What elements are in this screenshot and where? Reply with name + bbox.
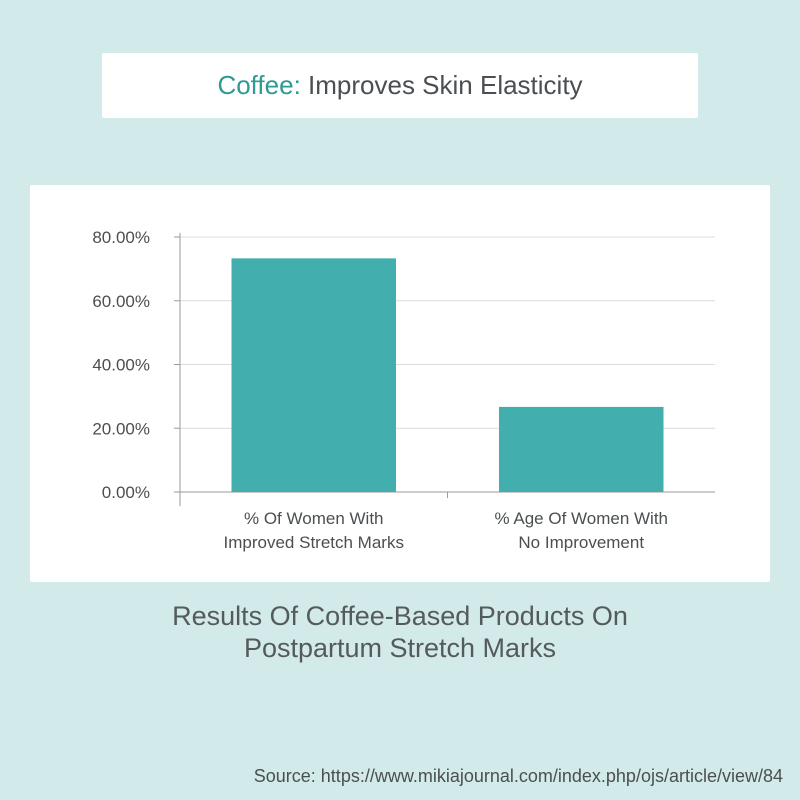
title-accent: Coffee: (217, 70, 301, 100)
caption-line-1: Results Of Coffee-Based Products On (172, 601, 628, 631)
y-tick-label: 80.00% (92, 228, 150, 247)
bar-chart: 0.00% 20.00% 40.00% 60.00% 80.00% % Of Women … (92, 228, 715, 552)
title-banner: Coffee: Improves Skin Elasticity (102, 53, 698, 118)
y-tick-label: 60.00% (92, 292, 150, 311)
chart-caption: Results Of Coffee-Based Products On Post… (0, 600, 800, 664)
source-text: Source: https://www.mikiajournal.com/ind… (253, 766, 783, 786)
y-tick-label: 0.00% (102, 483, 150, 502)
y-tick-label: 20.00% (92, 419, 150, 438)
bar (231, 258, 397, 492)
x-tick-label: % Age Of Women With No Improvement (494, 509, 668, 552)
x-tick-label: % Of Women With Improved Stretch Marks (224, 509, 404, 552)
y-tick-label: 40.00% (92, 356, 150, 375)
title-text: Improves Skin Elasticity (308, 70, 583, 100)
caption-line-2: Postpartum Stretch Marks (243, 633, 557, 663)
chart-panel: 0.00% 20.00% 40.00% 60.00% 80.00% % Of Women … (30, 185, 770, 582)
bar (498, 406, 664, 492)
